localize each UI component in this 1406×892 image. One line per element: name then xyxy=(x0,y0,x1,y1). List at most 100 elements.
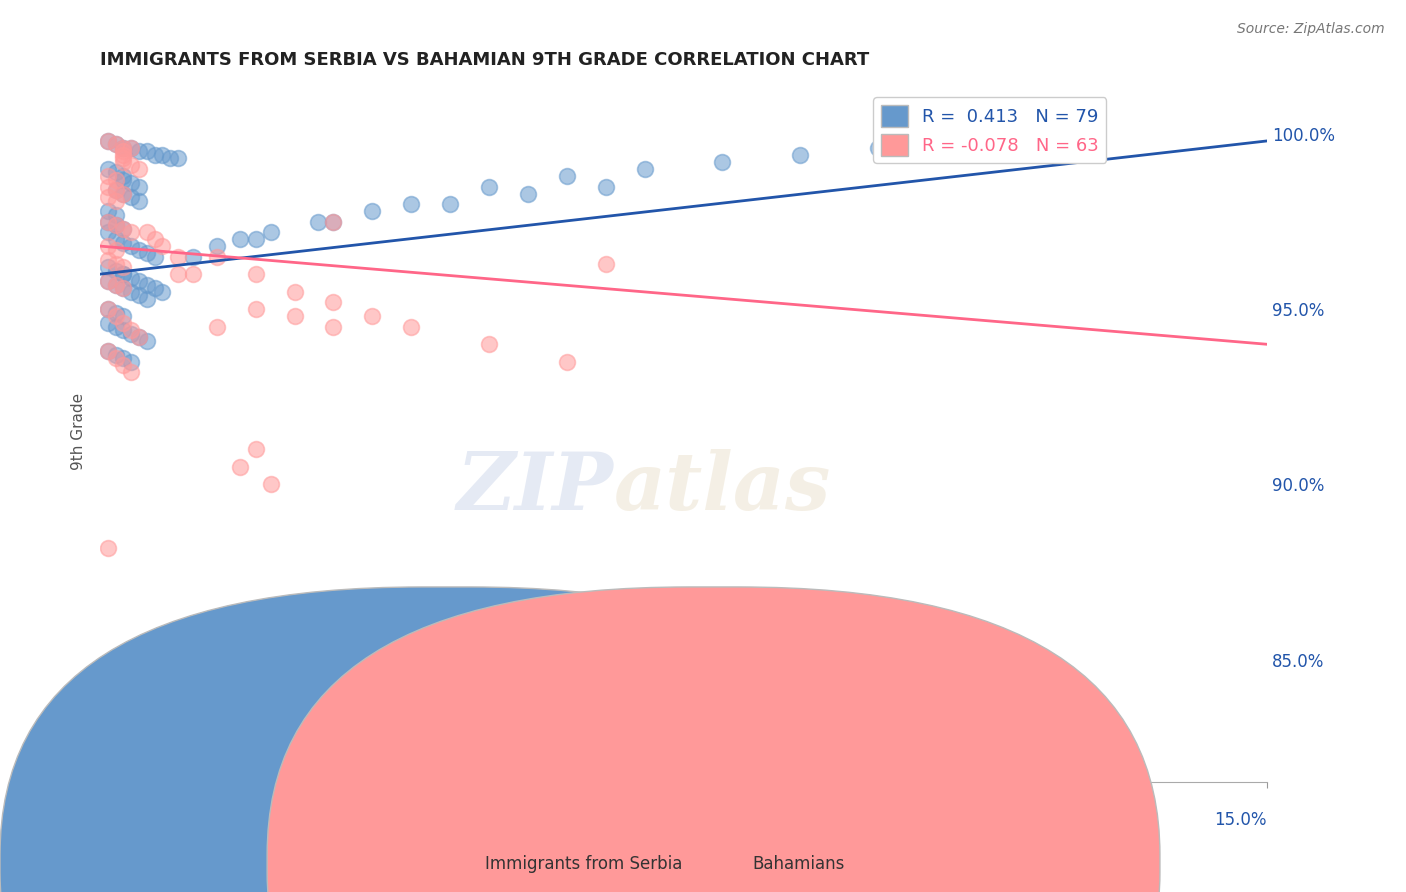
Point xyxy=(183,267,205,281)
Point xyxy=(104,218,127,232)
Point xyxy=(104,348,127,362)
Point xyxy=(97,274,120,288)
Point xyxy=(97,134,120,148)
Point xyxy=(112,267,135,281)
Point xyxy=(120,326,142,341)
Point xyxy=(555,169,578,183)
Point xyxy=(478,179,501,194)
Point xyxy=(120,270,142,285)
Point xyxy=(97,190,120,204)
Point xyxy=(104,277,127,292)
Point xyxy=(711,653,734,667)
Point xyxy=(112,145,135,159)
Point xyxy=(143,232,166,246)
Point xyxy=(120,159,142,173)
Point xyxy=(128,161,150,176)
Point xyxy=(97,225,120,239)
Point xyxy=(120,190,142,204)
Point xyxy=(143,250,166,264)
Point xyxy=(135,225,157,239)
Point xyxy=(866,141,889,155)
Point xyxy=(112,260,135,274)
Point xyxy=(97,541,120,555)
Point xyxy=(97,214,120,228)
Point xyxy=(104,165,127,179)
Point xyxy=(167,152,190,166)
Text: ZIP: ZIP xyxy=(457,450,613,527)
Point xyxy=(112,186,135,201)
Point xyxy=(97,134,120,148)
Point xyxy=(104,183,127,197)
Point xyxy=(104,257,127,271)
Point xyxy=(245,267,267,281)
Point xyxy=(633,161,655,176)
Point xyxy=(120,365,142,379)
Text: IMMIGRANTS FROM SERBIA VS BAHAMIAN 9TH GRADE CORRELATION CHART: IMMIGRANTS FROM SERBIA VS BAHAMIAN 9TH G… xyxy=(100,51,869,69)
Point xyxy=(97,302,120,317)
Point xyxy=(245,302,267,317)
Point xyxy=(112,316,135,330)
Point xyxy=(104,137,127,152)
Point xyxy=(322,295,344,310)
Point xyxy=(112,152,135,166)
Text: atlas: atlas xyxy=(613,450,831,527)
Point xyxy=(439,197,461,211)
Point xyxy=(104,183,127,197)
Point xyxy=(183,250,205,264)
Point xyxy=(150,148,173,162)
Point xyxy=(97,253,120,268)
Point xyxy=(229,232,252,246)
Point xyxy=(245,232,267,246)
Point xyxy=(112,221,135,235)
Point xyxy=(97,204,120,219)
Point xyxy=(120,225,142,239)
Point xyxy=(112,141,135,155)
Point xyxy=(104,194,127,208)
Point xyxy=(307,214,329,228)
Point xyxy=(135,145,157,159)
Point xyxy=(205,250,228,264)
Point xyxy=(595,257,617,271)
Point xyxy=(135,292,157,306)
Point xyxy=(555,355,578,369)
Point xyxy=(104,277,127,292)
Text: Bahamians: Bahamians xyxy=(752,855,845,873)
Point xyxy=(112,186,135,201)
Point xyxy=(401,197,423,211)
Point xyxy=(322,214,344,228)
Point xyxy=(595,179,617,194)
Point xyxy=(401,319,423,334)
Point xyxy=(516,186,538,201)
Point xyxy=(128,145,150,159)
Point xyxy=(97,316,120,330)
Point xyxy=(128,243,150,257)
Point xyxy=(104,232,127,246)
Point xyxy=(361,310,384,324)
Point xyxy=(104,137,127,152)
Point xyxy=(789,148,811,162)
Point xyxy=(112,267,135,281)
Point xyxy=(120,323,142,337)
Point xyxy=(143,148,166,162)
Point xyxy=(478,337,501,351)
Point xyxy=(104,310,127,324)
Point xyxy=(205,319,228,334)
Point xyxy=(135,246,157,260)
Point xyxy=(97,274,120,288)
Point xyxy=(112,310,135,324)
Point xyxy=(945,137,967,152)
Point xyxy=(104,306,127,320)
Text: Source: ZipAtlas.com: Source: ZipAtlas.com xyxy=(1237,22,1385,37)
Text: 0.0%: 0.0% xyxy=(100,811,142,829)
Point xyxy=(104,263,127,277)
Point xyxy=(112,221,135,235)
Point xyxy=(120,176,142,190)
Point xyxy=(112,351,135,366)
Point xyxy=(135,334,157,348)
Point xyxy=(112,235,135,250)
Point xyxy=(97,179,120,194)
Point xyxy=(260,225,283,239)
Point xyxy=(361,204,384,219)
Legend: R =  0.413   N = 79, R = -0.078   N = 63: R = 0.413 N = 79, R = -0.078 N = 63 xyxy=(873,97,1107,163)
Point xyxy=(150,239,173,253)
